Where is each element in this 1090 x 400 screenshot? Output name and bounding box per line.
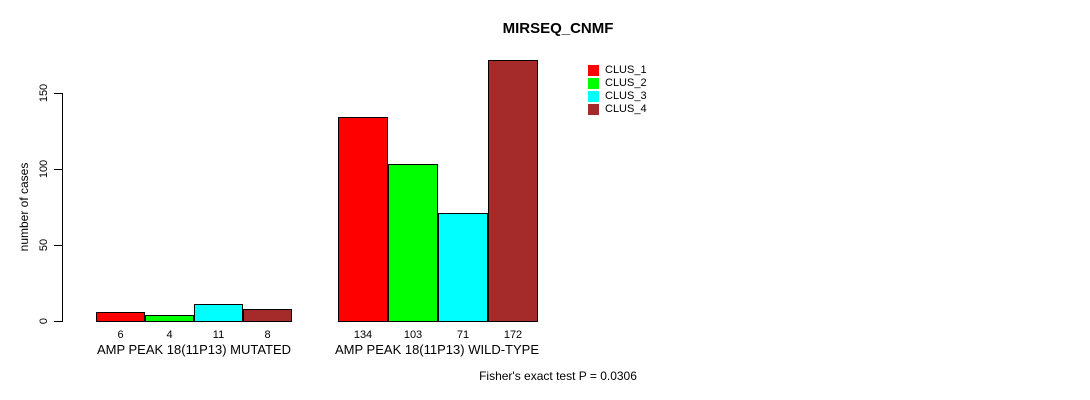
legend: CLUS_1 CLUS_2 CLUS_3 CLUS_4 (588, 64, 647, 116)
bar-clus_4-group1 (243, 309, 292, 322)
legend-item-clus1: CLUS_1 (588, 64, 647, 77)
legend-label: CLUS_2 (605, 77, 647, 89)
bar-clus_1-group2 (338, 117, 388, 322)
bar-clus_3-group1 (194, 304, 243, 322)
legend-swatch-clus3 (588, 91, 599, 102)
legend-item-clus3: CLUS_3 (588, 90, 647, 103)
legend-label: CLUS_3 (605, 90, 647, 102)
bar-clus_2-group1 (145, 315, 194, 322)
y-tick-mark (54, 320, 62, 322)
legend-label: CLUS_1 (605, 64, 647, 76)
bar-value-label: 134 (353, 329, 373, 341)
y-axis-label: number of cases (17, 162, 31, 252)
y-tick-label: 50 (38, 238, 50, 252)
group-label-mutated: AMP PEAK 18(11P13) MUTATED (96, 342, 292, 357)
bar-clus_3-group2 (438, 213, 488, 322)
legend-item-clus4: CLUS_4 (588, 103, 647, 116)
legend-swatch-clus1 (588, 65, 599, 76)
bar-clus_4-group2 (488, 60, 538, 322)
y-tick-mark (54, 92, 62, 94)
y-tick-label: 0 (38, 317, 50, 325)
y-tick-mark (54, 244, 62, 246)
bar-clus_1-group1 (96, 312, 145, 322)
bar-value-label: 103 (403, 329, 423, 341)
bar-value-label: 71 (456, 329, 470, 341)
bar-value-label: 172 (503, 329, 523, 341)
y-tick-label: 150 (38, 83, 50, 103)
legend-swatch-clus2 (588, 78, 599, 89)
bar-value-label: 6 (117, 329, 124, 341)
bar-value-label: 4 (166, 329, 173, 341)
y-tick-label: 100 (38, 159, 50, 179)
legend-item-clus2: CLUS_2 (588, 77, 647, 90)
legend-swatch-clus4 (588, 104, 599, 115)
fisher-test-annotation: Fisher's exact test P = 0.0306 (479, 369, 637, 383)
chart-title: MIRSEQ_CNMF (502, 20, 614, 37)
y-tick-mark (54, 168, 62, 170)
bar-clus_2-group2 (388, 164, 438, 322)
bar-value-label: 8 (264, 329, 271, 341)
group-label-wildtype: AMP PEAK 18(11P13) WILD-TYPE (335, 342, 539, 357)
legend-label: CLUS_4 (605, 103, 647, 115)
bar-value-label: 11 (212, 329, 225, 341)
y-axis-line (62, 93, 63, 322)
